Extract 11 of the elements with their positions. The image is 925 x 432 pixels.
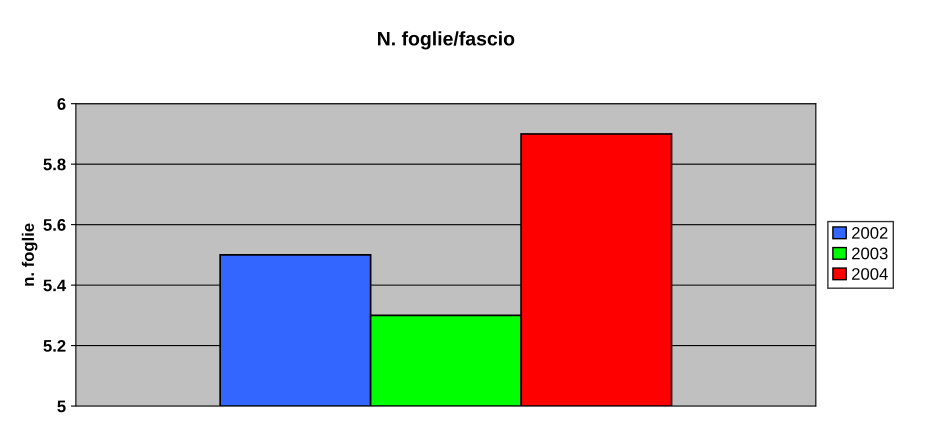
legend-label: 2003 xyxy=(852,248,888,260)
y-tick-label: 5.2 xyxy=(43,340,66,352)
chart-title: N. foglie/fascio xyxy=(378,31,514,50)
y-tick-label: 5.6 xyxy=(43,219,66,231)
y-tick-label: 5.8 xyxy=(43,158,66,170)
y-tick-label: 5.4 xyxy=(43,280,66,292)
y-tick-label: 6 xyxy=(57,98,66,110)
legend-label: 2002 xyxy=(852,227,888,239)
y-axis-title: n. foglie xyxy=(22,224,38,286)
legend-label: 2004 xyxy=(852,268,888,280)
y-tick-label: 5 xyxy=(57,400,66,412)
